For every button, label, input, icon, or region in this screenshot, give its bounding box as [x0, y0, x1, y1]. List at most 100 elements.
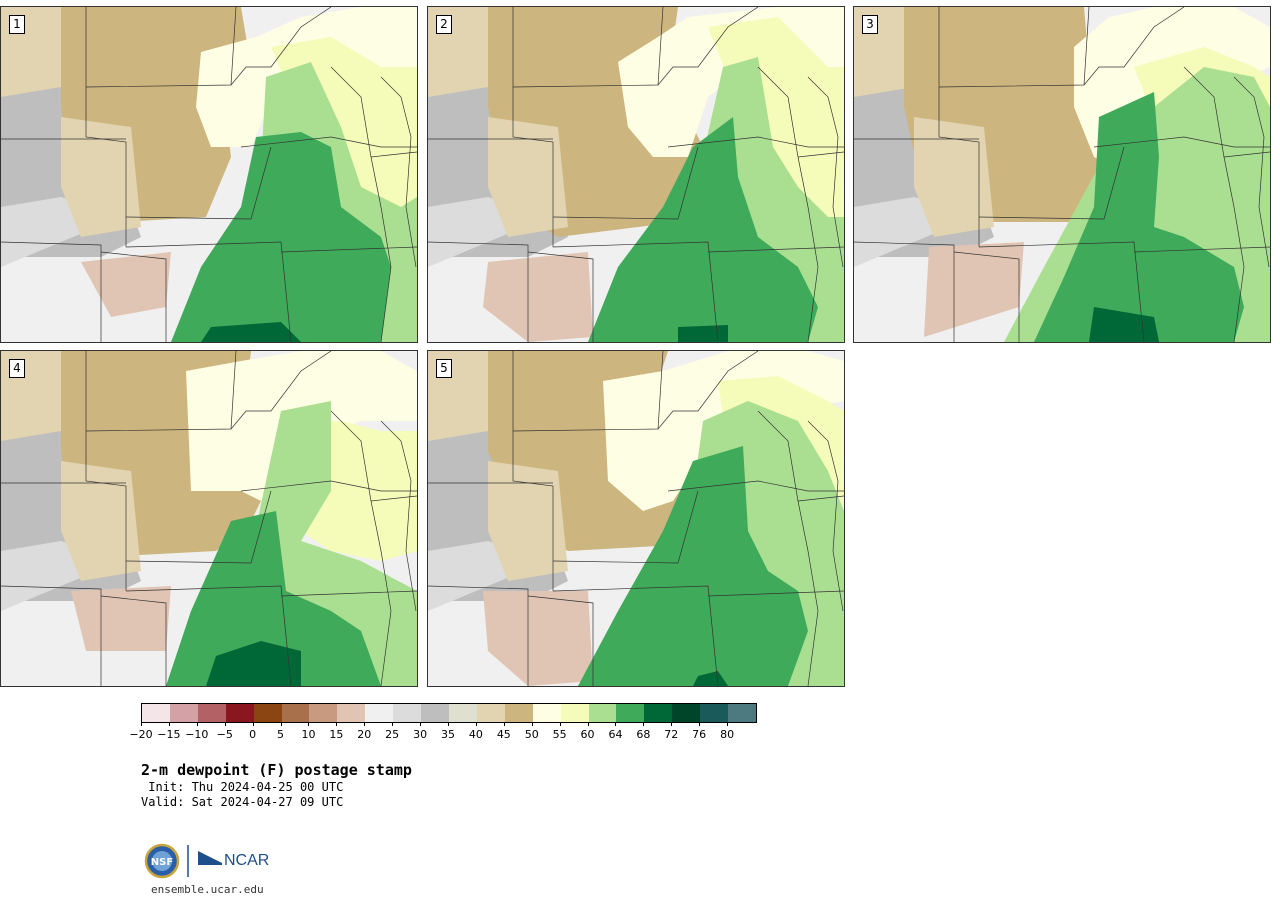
region-green	[171, 132, 391, 342]
border-line	[978, 241, 1145, 342]
colorbar-tick	[615, 722, 617, 726]
colorbar-tick-label: 0	[249, 728, 257, 741]
colorbar-tick-label: 60	[580, 728, 595, 741]
border-line	[1, 241, 102, 342]
border-line	[380, 420, 417, 612]
border-line	[707, 590, 844, 597]
colorbar-swatch-21	[728, 704, 756, 722]
colorbar-swatch-12	[476, 704, 505, 722]
region-light-tan	[914, 117, 994, 237]
border-line	[667, 480, 844, 492]
colorbar-tick	[587, 722, 589, 726]
colorbar-swatch-9	[393, 704, 422, 722]
colorbar-swatch-11	[448, 704, 477, 722]
border-line	[797, 151, 844, 158]
colorbar-tick	[475, 722, 477, 726]
colorbar-swatch-14	[532, 704, 561, 722]
colorbar-tick-label: −15	[157, 728, 181, 741]
border-line	[330, 66, 392, 342]
border-line	[125, 146, 272, 220]
ncar-mark-icon	[198, 851, 222, 865]
border-line	[330, 410, 392, 686]
map-panel-4: 4	[0, 350, 418, 687]
border-line	[953, 251, 1020, 342]
colorbar-tick-label: 50	[524, 728, 539, 741]
border-line	[552, 490, 699, 564]
colorbar-swatch-3	[225, 704, 254, 722]
border-line	[240, 136, 417, 148]
colorbar-swatch-13	[504, 704, 533, 722]
border-line	[125, 490, 272, 564]
border-line	[125, 241, 292, 342]
colorbar-tick-label: 20	[357, 728, 372, 741]
colorbar-tick-label: 15	[329, 728, 344, 741]
region-dark-green	[678, 325, 728, 342]
colorbar-tick-label: 30	[413, 728, 428, 741]
border-line	[380, 76, 417, 268]
border-line	[512, 351, 554, 591]
colorbar-tick-label: 45	[496, 728, 511, 741]
colorbar-swatch-19	[672, 704, 701, 722]
colorbar-tick	[252, 722, 254, 726]
colorbar-tick-label: 72	[664, 728, 679, 741]
border-line	[1093, 136, 1270, 148]
colorbar-tick	[643, 722, 645, 726]
nsf-ncar-logo: NSF NCAR	[144, 843, 269, 879]
dewpoint-map-4	[1, 351, 417, 686]
colorbar-tick	[308, 722, 310, 726]
colorbar-tick	[224, 722, 226, 726]
colorbar-tick-label: 35	[441, 728, 455, 741]
border-line	[938, 7, 980, 247]
valid-time: Valid: Sat 2024-04-27 09 UTC	[141, 795, 344, 809]
colorbar-swatch-20	[700, 704, 729, 722]
border-line	[1223, 151, 1270, 158]
colorbar-swatch-16	[588, 704, 617, 722]
border-line	[85, 7, 127, 247]
region-light-tan	[61, 461, 141, 581]
border-line	[1133, 246, 1270, 253]
dewpoint-map-2	[428, 7, 844, 342]
border-line	[428, 241, 529, 342]
colorbar-tick	[420, 722, 422, 726]
colorbar-tick	[168, 722, 170, 726]
colorbar-tick	[559, 722, 561, 726]
colorbar-tick-label: −20	[129, 728, 153, 741]
figure-title: 2-m dewpoint (F) postage stamp	[141, 761, 412, 779]
border-line	[757, 410, 819, 686]
border-line	[100, 251, 167, 342]
border-line	[280, 590, 417, 597]
region-green	[166, 511, 381, 686]
border-line	[657, 351, 759, 430]
border-line	[657, 7, 759, 86]
border-line	[1, 585, 102, 686]
border-line	[428, 585, 529, 686]
border-line	[240, 480, 417, 492]
border-line	[512, 7, 554, 247]
ncar-wordmark: NCAR	[224, 852, 269, 869]
border-line	[85, 351, 127, 591]
region-pink	[483, 252, 593, 342]
colorbar-swatch-7	[337, 704, 366, 722]
border-line	[1233, 76, 1270, 268]
border-line	[230, 7, 332, 86]
region-light-tan	[488, 461, 568, 581]
colorbar-tick	[141, 722, 142, 726]
region-green	[588, 117, 818, 342]
map-panel-2: 2	[427, 6, 845, 343]
border-line	[797, 495, 844, 502]
colorbar-tick-label: −5	[216, 728, 233, 741]
colorbar-swatch-17	[616, 704, 645, 722]
region-green	[578, 446, 808, 686]
colorbar-tick	[280, 722, 282, 726]
colorbar	[141, 703, 757, 723]
colorbar-tick	[727, 722, 729, 726]
border-line	[230, 351, 332, 430]
dewpoint-map-1	[1, 7, 417, 342]
panel-number-1: 1	[9, 15, 25, 34]
nsf-seal-text: NSF	[151, 857, 173, 868]
border-line	[100, 595, 167, 686]
panel-number-2: 2	[436, 15, 452, 34]
colorbar-tick	[336, 722, 338, 726]
colorbar-tick-label: 10	[301, 728, 316, 741]
region-pink	[924, 242, 1024, 337]
